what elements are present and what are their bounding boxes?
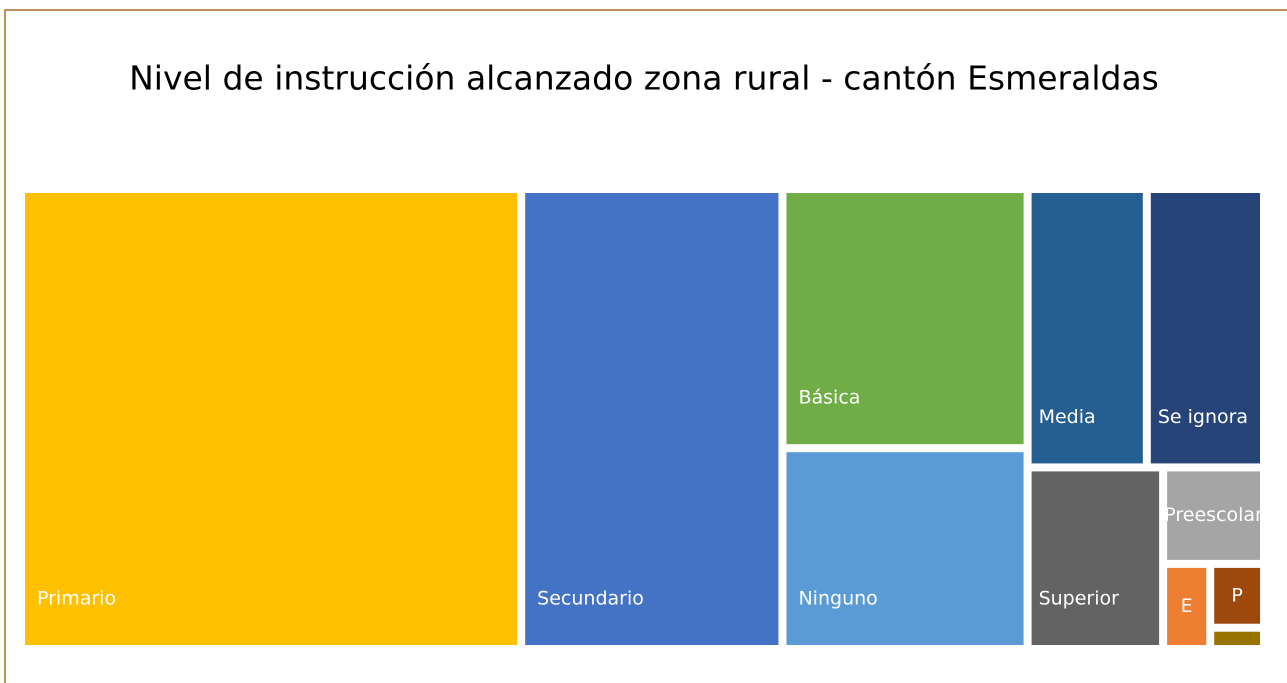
tile xyxy=(1167,567,1207,645)
tile xyxy=(786,193,1024,445)
tile xyxy=(786,452,1024,645)
chart-title: Nivel de instrucción alcanzado zona rura… xyxy=(129,59,1159,98)
tile xyxy=(1031,193,1143,464)
tile xyxy=(1031,471,1160,645)
tile-label: P xyxy=(1231,584,1242,606)
tile-label: Se ignora xyxy=(1158,406,1248,428)
tile-label: Media xyxy=(1039,406,1096,428)
tile-label: Ninguno xyxy=(798,588,877,610)
tile xyxy=(1214,631,1260,645)
tile xyxy=(25,193,518,645)
tile-label: Primario xyxy=(37,588,116,610)
tile-label: Superior xyxy=(1039,588,1120,610)
tile xyxy=(1214,567,1260,624)
tile-label: E xyxy=(1181,595,1193,617)
tile xyxy=(525,193,779,645)
tile-label: Básica xyxy=(798,387,860,409)
tile xyxy=(1150,193,1260,464)
tile xyxy=(1167,471,1260,560)
tile-label: Secundario xyxy=(537,588,644,610)
tile-label: Preescolar xyxy=(1164,504,1263,526)
